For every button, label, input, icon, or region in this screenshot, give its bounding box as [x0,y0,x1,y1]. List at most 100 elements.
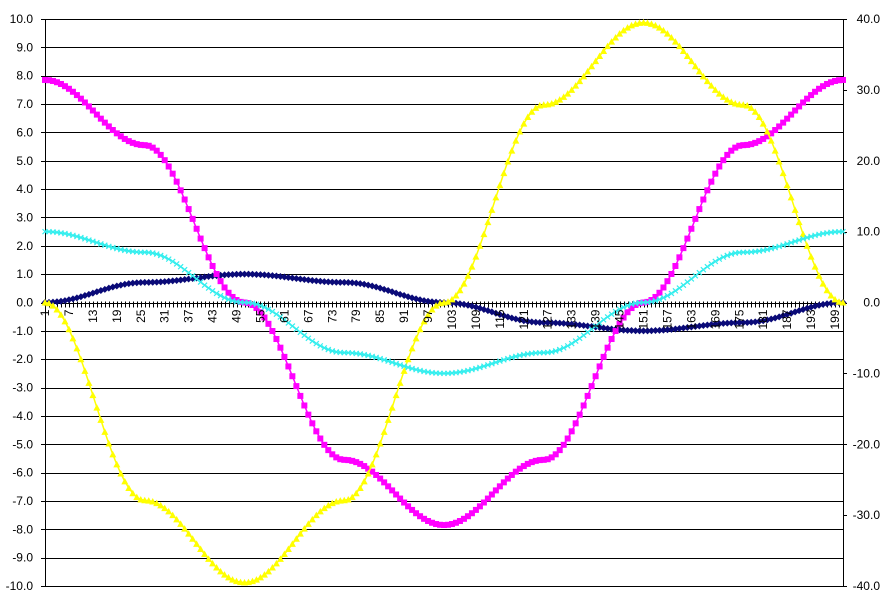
triangle-marker [420,317,428,325]
triangle-marker [376,439,384,447]
cross-marker [840,228,846,235]
square-marker [568,428,575,435]
cross-marker [109,244,116,251]
square-marker [157,151,164,158]
triangle-marker [380,428,388,435]
square-marker [161,157,168,164]
square-marker [508,471,515,478]
triangle-marker [655,24,663,31]
square-marker [624,309,631,316]
triangle-marker [500,169,508,177]
diamond-marker [723,319,731,327]
cross-marker [792,238,799,245]
diamond-marker [161,278,169,286]
square-marker [273,336,280,343]
triangle-marker [205,555,213,562]
triangle-marker [723,96,731,103]
square-marker [736,142,743,149]
cross-marker [508,354,515,361]
right-tick-label: 10.0 [857,225,881,239]
square-marker [321,441,328,448]
diamond-marker [731,319,739,327]
square-marker [425,518,432,525]
cross-marker [612,308,619,315]
cross-marker [672,287,679,294]
cross-marker [157,252,164,259]
triangle-marker [256,573,264,581]
triangle-marker [65,325,73,333]
triangle-marker [472,253,480,260]
cross-marker [784,240,791,247]
left-tick-label: -4.0 [12,409,33,423]
triangle-marker [169,511,177,519]
square-marker [369,468,376,475]
diamond-marker [647,327,655,335]
cross-marker [704,263,711,270]
triangle-marker [452,292,460,299]
cross-marker [476,364,483,371]
square-marker [205,254,212,261]
triangle-marker [496,181,504,189]
square-marker [528,459,535,466]
diamond-marker [272,272,280,280]
square-marker [197,235,204,242]
cross-marker [808,233,815,240]
square-marker [401,499,408,506]
diamond-marker [241,270,248,278]
left-tick-label: 5.0 [16,154,33,168]
square-marker [269,328,276,335]
diamond-marker [632,327,640,335]
triangle-marker [233,577,241,585]
triangle-marker [823,286,831,294]
triangle-marker [416,325,424,333]
square-marker [512,468,519,475]
left-tick-label: 3.0 [16,210,33,224]
diamond-marker [129,279,137,287]
diamond-marker [707,321,715,329]
cross-marker [385,358,392,365]
triangle-marker [161,504,169,512]
triangle-marker [651,21,659,29]
square-marker [476,503,483,510]
diamond-marker [205,273,213,281]
square-marker [253,305,260,312]
triangle-marker [400,367,408,374]
diamond-marker [624,326,632,334]
cross-marker [77,234,84,241]
square-marker [233,297,240,304]
diamond-marker [173,276,181,284]
square-marker [840,76,846,83]
diamond-marker [157,278,165,286]
square-marker [169,170,176,177]
cross-marker [656,296,663,303]
triangle-marker [791,206,799,213]
diamond-marker [703,321,711,329]
square-marker [812,88,819,95]
square-marker [73,92,80,99]
cross-marker [712,258,719,265]
square-marker [560,441,567,448]
square-marker [684,235,691,242]
square-marker [596,363,603,370]
square-marker [628,305,635,312]
x-tick-label: 109 [469,309,483,329]
triangle-marker [117,469,125,477]
square-marker [421,515,428,522]
cross-marker [89,238,96,245]
triangle-marker [815,272,823,279]
square-marker [145,142,152,149]
square-marker [608,336,615,343]
right-tick-label: 40.0 [857,12,881,26]
square-marker [752,139,759,146]
square-marker [720,157,727,164]
square-marker [552,451,559,458]
diamond-marker [636,327,644,335]
triangle-marker [667,33,675,41]
cross-marker [401,363,408,370]
square-marker [580,402,587,409]
triangle-marker [260,571,268,578]
square-marker [776,123,783,130]
square-marker [61,83,68,90]
square-marker [500,479,507,486]
square-marker [341,456,348,463]
